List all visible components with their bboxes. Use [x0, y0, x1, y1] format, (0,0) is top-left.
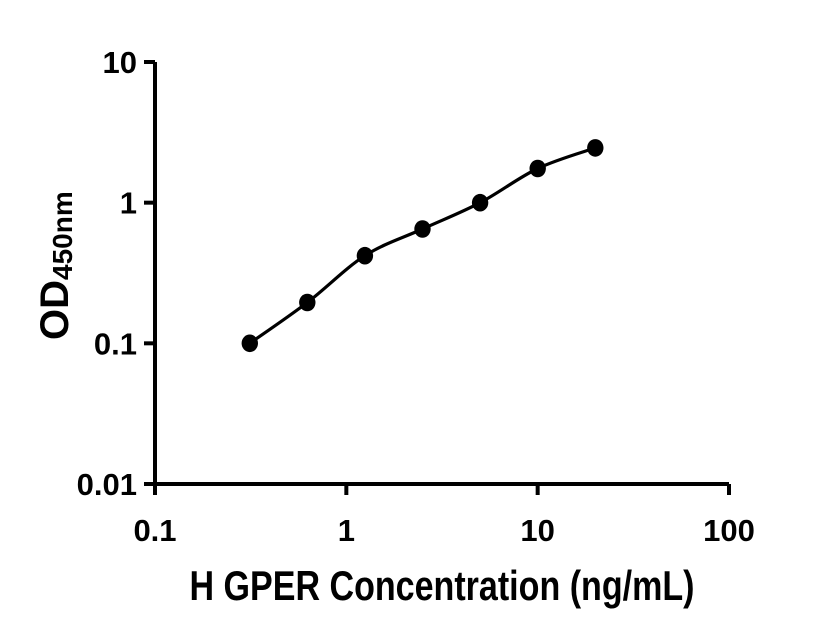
y-tick-label: 10 [103, 45, 137, 80]
y-tick-label: 1 [120, 186, 137, 221]
data-point [587, 139, 604, 157]
data-point [356, 246, 374, 265]
data-point [471, 193, 489, 212]
y-tick-label: 0.01 [77, 467, 137, 502]
data-point [241, 334, 258, 353]
data-point [414, 220, 431, 238]
x-axis-ticks: 0.1 1 10 100 [133, 484, 755, 548]
y-axis-title-subscript: 450nm [47, 191, 78, 280]
y-axis-ticks: 0.01 0.1 1 10 [77, 45, 155, 502]
data-points [241, 139, 604, 353]
x-tick-label: 0.1 [133, 513, 176, 548]
fit-curve [248, 146, 597, 345]
axis-spines [153, 62, 729, 486]
x-tick-label: 1 [338, 513, 355, 548]
x-axis-title: H GPER Concentration (ng/mL) [190, 562, 695, 609]
y-tick-label: 0.1 [94, 326, 137, 361]
y-axis-title: OD450nm [33, 191, 78, 340]
x-tick-label: 100 [703, 513, 755, 548]
y-axis-title-main: OD [33, 280, 77, 340]
data-point [529, 159, 546, 178]
x-tick-label: 10 [520, 513, 554, 548]
data-point [299, 293, 316, 312]
